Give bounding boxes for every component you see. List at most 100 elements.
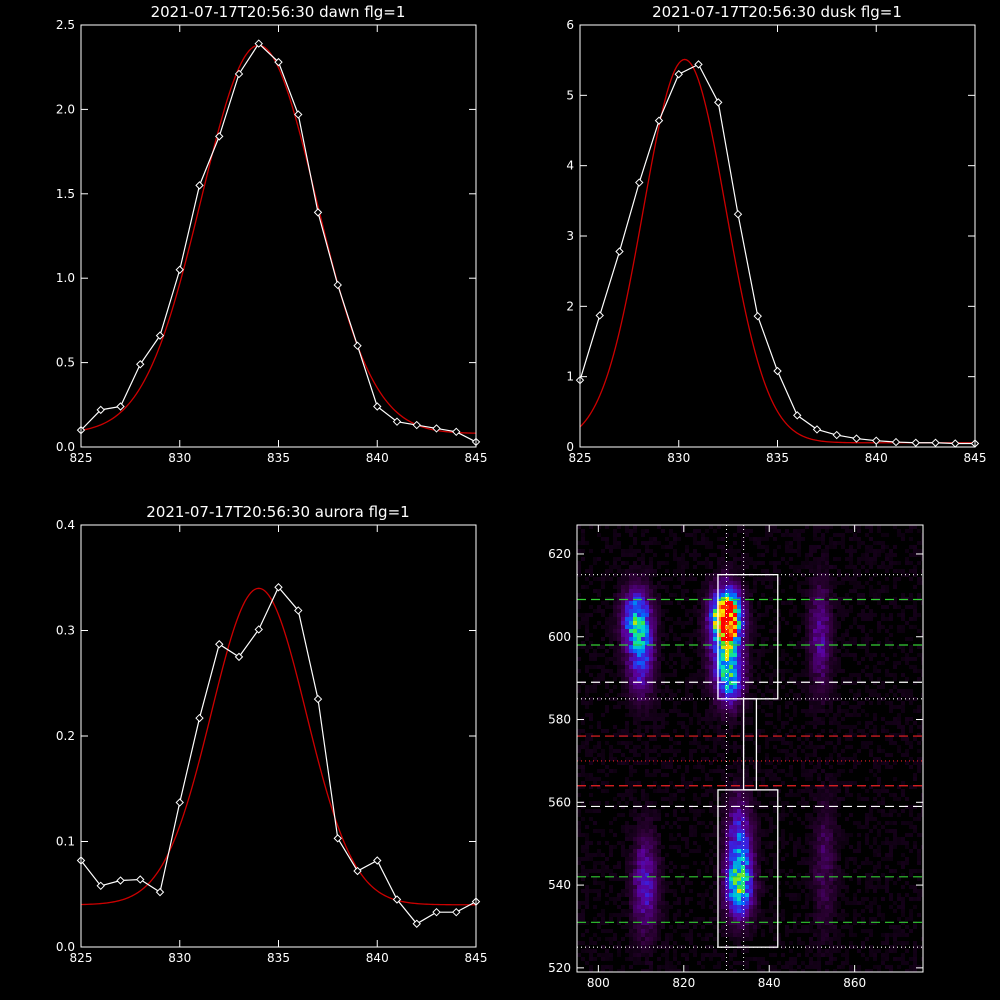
- heatmap-cell: [665, 813, 669, 817]
- heatmap-cell: [605, 893, 609, 897]
- heatmap-cell: [645, 529, 649, 533]
- heatmap-cell: [881, 813, 885, 817]
- heatmap-cell: [673, 917, 677, 921]
- heatmap-cell: [765, 637, 769, 641]
- heatmap-cell: [713, 669, 717, 673]
- heatmap-cell: [677, 845, 681, 849]
- heatmap-cell: [725, 649, 729, 653]
- heatmap-cell: [825, 869, 829, 873]
- heatmap-cell: [621, 901, 625, 905]
- dawn-ytick-label: 0.5: [56, 356, 75, 370]
- heatmap-cell: [741, 593, 745, 597]
- heatmap-cell: [637, 885, 641, 889]
- heatmap-cell: [849, 813, 853, 817]
- heatmap-cell: [769, 873, 773, 877]
- aurora-xtick-label: 840: [366, 951, 389, 965]
- heatmap-cell: [877, 789, 881, 793]
- dusk-data-point: [714, 98, 723, 107]
- heatmap-cell: [673, 701, 677, 705]
- heatmap-cell: [909, 849, 913, 853]
- heatmap-cell: [729, 857, 733, 861]
- heatmap-cell: [741, 673, 745, 677]
- heatmap-cell: [921, 653, 923, 657]
- heatmap-cell: [893, 569, 897, 573]
- heatmap-cell: [689, 665, 693, 669]
- heatmap-cell: [613, 873, 617, 877]
- heatmap-cell: [617, 813, 621, 817]
- heatmap-cell: [825, 785, 829, 789]
- heatmap-cell: [773, 757, 777, 761]
- heatmap-cell: [773, 673, 777, 677]
- heatmap-cell: [745, 533, 749, 537]
- heatmap-cell: [689, 829, 693, 833]
- heatmap-cell: [785, 669, 789, 673]
- heatmap-cell: [621, 909, 625, 913]
- heatmap-cell: [873, 901, 877, 905]
- heatmap-cell: [665, 685, 669, 689]
- heatmap-cell: [729, 561, 733, 565]
- dusk-fit-curve: [579, 58, 975, 444]
- heatmap-cell: [613, 705, 617, 709]
- heatmap-cell: [685, 817, 689, 821]
- heatmap-cell: [873, 817, 877, 821]
- heatmap-cell: [797, 549, 801, 553]
- heatmap-cell: [737, 525, 741, 529]
- heatmap-cell: [769, 677, 773, 681]
- heatmap-cell: [885, 557, 889, 561]
- heatmap-cell: [645, 705, 649, 709]
- heatmap-cell: [621, 753, 625, 757]
- heatmap-cell: [741, 901, 745, 905]
- heatmap-cell: [785, 721, 789, 725]
- heatmap-cell: [733, 861, 737, 865]
- heatmap-cell: [709, 701, 713, 705]
- heatmap-cell: [633, 825, 637, 829]
- heatmap-cell: [913, 825, 917, 829]
- heatmap-cell: [917, 893, 921, 897]
- heatmap-cell: [837, 533, 841, 537]
- heatmap-cell: [717, 677, 721, 681]
- heatmap-cell: [845, 641, 849, 645]
- heatmap-cell: [605, 869, 609, 873]
- heatmap-cell: [805, 661, 809, 665]
- heatmap-cell: [629, 681, 633, 685]
- heatmap-cell: [757, 845, 761, 849]
- heatmap-cell: [629, 645, 633, 649]
- heatmap-cell: [913, 657, 917, 661]
- heatmap-cell: [829, 921, 833, 925]
- heatmap-cell: [833, 585, 837, 589]
- heatmap-cell: [873, 689, 877, 693]
- heatmap-cell: [709, 801, 713, 805]
- heatmap-cell: [745, 873, 749, 877]
- heatmap-cell: [809, 641, 813, 645]
- aurora-data-point: [116, 876, 125, 885]
- heatmap-cell: [697, 673, 701, 677]
- heatmap-cell: [917, 725, 921, 729]
- heatmap-cell: [917, 749, 921, 753]
- heatmap-cell: [701, 821, 705, 825]
- heatmap-cell: [789, 745, 793, 749]
- heatmap-cell: [853, 725, 857, 729]
- heatmap-cell: [593, 897, 597, 901]
- heatmap-cell: [601, 625, 605, 629]
- heatmap-cell: [857, 557, 861, 561]
- heatmap-cell: [661, 825, 665, 829]
- heatmap-cell: [629, 565, 633, 569]
- dusk-data-point: [911, 438, 920, 447]
- heatmap-cell: [729, 837, 733, 841]
- heatmap-cell: [577, 593, 581, 597]
- heatmap-cell: [829, 789, 833, 793]
- heatmap-cell: [593, 657, 597, 661]
- heatmap-cell: [745, 633, 749, 637]
- heatmap-cell: [669, 749, 673, 753]
- heatmap-cell: [837, 581, 841, 585]
- dusk-data-point: [615, 247, 624, 256]
- heatmap-cell: [577, 825, 581, 829]
- heatmap-cell: [585, 621, 589, 625]
- heatmap-cell: [853, 917, 857, 921]
- heatmap-cell: [833, 849, 837, 853]
- heatmap-cell: [737, 789, 741, 793]
- heatmap-cell: [693, 793, 697, 797]
- heatmap-cell: [705, 693, 709, 697]
- heatmap-cell: [753, 885, 757, 889]
- dawn-data-point: [155, 331, 165, 340]
